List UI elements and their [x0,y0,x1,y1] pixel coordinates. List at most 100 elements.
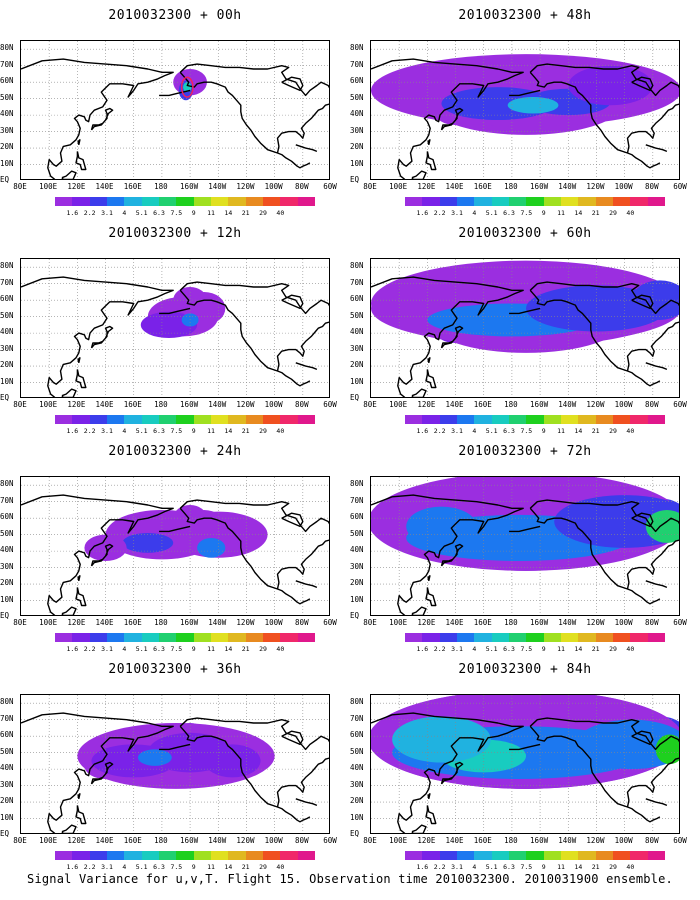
latitude-label: 80N [350,43,364,53]
coastline [440,761,464,785]
longitude-label: 100E [39,836,58,845]
longitude-label: 60W [323,182,337,191]
colorbar-label: 40 [276,427,285,435]
map-panel: 2010032300 + 60h 80N 70N 60N 50N 40N 30N 20N 10N… [350,218,700,435]
latitude-label: 70N [350,277,364,287]
map-plot [21,41,329,179]
colorbar-label: 7.5 [170,645,183,653]
latitude-label: 30N [0,125,14,135]
colorbar-label: 40 [626,209,635,217]
colorbar-label: 14 [574,863,583,871]
colorbar-label: 7.5 [520,863,533,871]
coastline [626,539,679,590]
colorbar-label: 7.5 [170,209,183,217]
colorbar-swatch [245,415,263,424]
longitude-label: 140W [208,400,227,409]
longitude-label: 80E [13,836,27,845]
coastline [425,369,437,389]
coastline [371,494,524,615]
longitude-label: 80W [645,618,659,627]
coastline [276,539,329,590]
colorbar-label: 5.1 [485,645,498,653]
colorbar-swatch [491,197,509,206]
longitude-label: 120W [586,182,605,191]
longitude-label: 80W [295,618,309,627]
colorbar-label: 11 [557,645,565,653]
latitude-label: 50N [350,92,364,102]
latitude-label: 50N [350,310,364,320]
colorbar-label: 3.1 [101,863,113,871]
coastline [61,606,77,615]
panel-title: 2010032300 + 36h [108,662,242,677]
colorbar-label: 21 [241,645,250,653]
coastline [529,281,679,315]
colorbar-label: 2.2 [83,645,96,653]
colorbar-label: 2.2 [433,427,446,435]
map-frame [370,476,680,616]
latitude-label: EQ [0,393,10,402]
colorbar-swatch [297,851,315,860]
colorbar-label: 9 [191,427,196,435]
colorbar-swatch [72,633,90,642]
longitude-label: 120W [236,182,255,191]
colorbar-label: 3.1 [101,209,113,217]
colorbar-swatch [508,415,527,424]
longitude-label: 180 [504,400,518,409]
colorbar-label: 6.3 [153,209,165,217]
coastline [276,321,329,372]
latitude-label: 40N [350,327,364,337]
longitude-label: 160W [530,182,549,191]
coastline [179,63,329,97]
longitude-label: 140E [445,182,464,191]
latitude-label: 10N [0,594,14,604]
colorbar-swatch [560,197,579,206]
colorbar-label: 2.2 [433,645,446,653]
longitude-label: 120W [236,400,255,409]
map-frame [20,694,330,834]
colorbar-label: 6.3 [503,645,515,653]
colorbar-swatch [193,851,211,860]
colorbar-label: 11 [207,209,215,217]
colorbar-swatch [456,415,475,424]
longitude-label: 140E [95,400,114,409]
latitude-label: 80N [0,43,14,53]
coastline [645,798,668,807]
colorbar-label: 29 [609,863,617,871]
colorbar-swatch [106,415,125,424]
latitude-label: 60N [0,730,14,740]
longitude-label: 160W [180,836,199,845]
latitude-label: 70N [0,277,14,287]
colorbar-label: 14 [574,645,583,653]
colorbar-swatch [124,415,142,424]
colorbar-label: 4 [122,427,127,435]
latitude-label: 70N [0,59,14,69]
colorbar-label: 21 [241,209,250,217]
coastline [281,730,304,746]
longitude-label: 180 [154,836,168,845]
longitude-label: 80W [645,836,659,845]
colorbar-swatch [141,633,159,642]
variance-shading [526,285,667,332]
coastline [509,307,541,315]
colorbar-swatch [560,633,579,642]
coastline [276,103,329,154]
colorbar-swatch [262,851,281,860]
variance-shading [575,719,679,770]
colorbar-swatch [560,851,579,860]
map-frame [20,258,330,398]
latitude-label: 70N [350,59,364,69]
coastline [529,725,661,823]
longitude-label: 120E [67,182,86,191]
latitude-label: 10N [350,158,364,168]
colorbar-swatch [158,415,177,424]
coastline [75,151,87,171]
colorbar-label: 29 [259,863,267,871]
colorbar [55,851,315,860]
longitude-label: 100E [389,400,408,409]
coastline [529,289,661,387]
colorbar-swatch [491,851,509,860]
longitude-label: 140W [208,836,227,845]
colorbar-swatch [456,851,475,860]
colorbar-label: 6.3 [153,645,165,653]
coastline [61,388,77,397]
